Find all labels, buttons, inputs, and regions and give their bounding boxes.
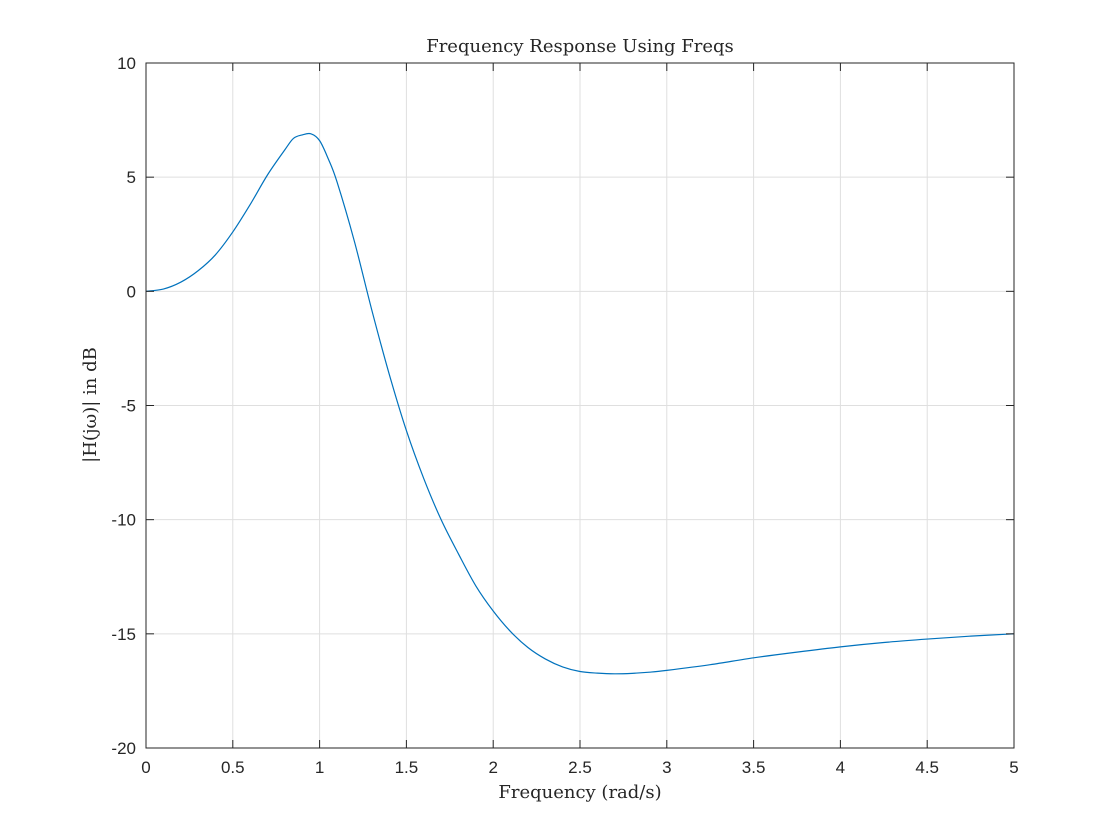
x-axis-label: Frequency (rad/s) [498, 782, 661, 803]
y-tick-label: -15 [111, 625, 136, 644]
x-tick-label: 5 [1009, 758, 1018, 777]
x-tick-label: 3.5 [742, 758, 766, 777]
x-tick-label: 3 [662, 758, 671, 777]
y-tick-label: -10 [111, 511, 136, 530]
x-tick-label: 4 [836, 758, 845, 777]
ticks [145, 62, 1015, 749]
x-tick-label: 0 [141, 758, 150, 777]
y-tick-label: -5 [121, 397, 136, 416]
x-tick-label: 1 [315, 758, 324, 777]
y-tick-label: 5 [127, 168, 136, 187]
y-tick-label: 10 [117, 54, 136, 73]
x-tick-label: 0.5 [221, 758, 245, 777]
y-tick-labels: -20 -15 -10 -5 0 5 10 [111, 54, 136, 758]
y-axis-label: |H(jω)| in dB [80, 347, 101, 463]
x-tick-label: 2.5 [568, 758, 592, 777]
x-tick-label: 1.5 [395, 758, 419, 777]
y-tick-label: 0 [127, 282, 136, 301]
chart-title: Frequency Response Using Freqs [426, 36, 734, 57]
series-line [145, 132, 1015, 675]
x-tick-label: 2 [488, 758, 497, 777]
x-tick-label: 4.5 [915, 758, 939, 777]
x-tick-labels: 0 0.5 1 1.5 2 2.5 3 3.5 4 4.5 5 [141, 758, 1018, 777]
y-tick-label: -20 [111, 739, 136, 758]
